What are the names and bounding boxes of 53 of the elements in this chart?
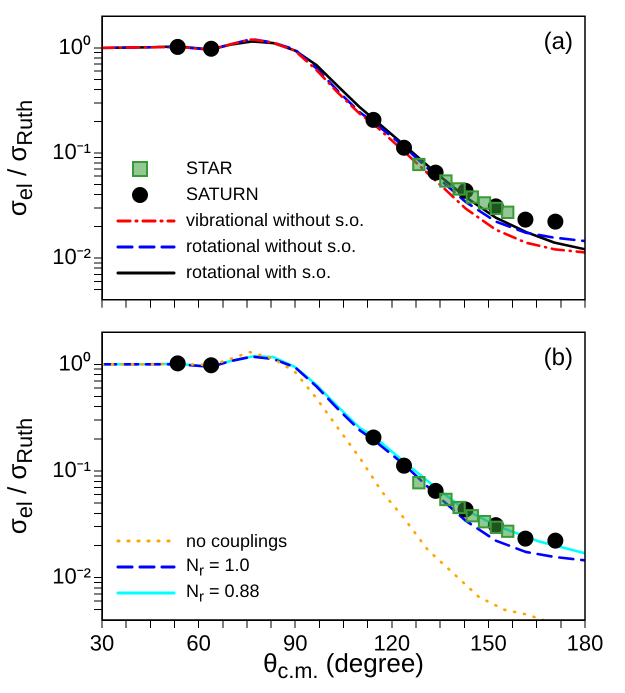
- legend-label: no couplings: [186, 530, 288, 552]
- x-tick-label: 180: [566, 630, 604, 656]
- point: [428, 164, 444, 181]
- x-tick-label: 60: [186, 630, 211, 656]
- point: [452, 500, 466, 514]
- point: [428, 482, 444, 499]
- legend-label: rotational with s.o.: [186, 262, 332, 284]
- point: [203, 357, 220, 374]
- point: [490, 520, 504, 534]
- legend-label: N$_{r}$ = 0.88: [186, 580, 260, 606]
- point: [547, 214, 564, 230]
- point: [396, 458, 412, 474]
- point: [458, 501, 474, 518]
- x-tick-label: 30: [90, 630, 114, 656]
- point: [458, 182, 474, 199]
- point: [478, 196, 492, 210]
- point: [170, 38, 186, 55]
- point: [466, 190, 479, 204]
- point: [501, 524, 514, 538]
- point: [501, 206, 514, 219]
- legend-label: N$_{r}$ = 1.0: [186, 554, 250, 580]
- point: [439, 492, 453, 506]
- point: [488, 517, 504, 534]
- point: [365, 429, 382, 446]
- point: [517, 212, 534, 228]
- text: (a): [544, 28, 573, 56]
- point: [396, 140, 412, 156]
- point: [365, 112, 382, 128]
- y-tick-label: 10⁻²: [52, 564, 91, 589]
- line-series: [102, 350, 544, 620]
- text: (b): [544, 344, 573, 372]
- point: [478, 515, 492, 528]
- y-tick-label: 10⁰: [58, 350, 91, 376]
- x-tick-label: 120: [373, 630, 410, 656]
- y-tick-label: 10⁻¹: [52, 138, 91, 164]
- legend-label: vibrational without s.o.: [186, 210, 364, 232]
- y-tick-label: 10⁻¹: [52, 456, 91, 482]
- legend-label: STAR: [186, 158, 233, 180]
- legend-label: SATURN: [186, 184, 259, 206]
- y-tick-label: 10⁻²: [52, 244, 91, 270]
- point: [547, 532, 564, 549]
- point: [439, 174, 453, 188]
- point: [517, 530, 534, 547]
- point: [412, 476, 426, 490]
- point: [170, 355, 186, 372]
- point: [466, 509, 479, 522]
- y-tick-label: 10⁰: [58, 34, 91, 59]
- point: [412, 158, 426, 172]
- point: [488, 198, 504, 214]
- x-tick-label: 150: [470, 630, 507, 656]
- legend-label: rotational without s.o.: [186, 236, 356, 258]
- point: [452, 182, 466, 196]
- point: [203, 40, 220, 57]
